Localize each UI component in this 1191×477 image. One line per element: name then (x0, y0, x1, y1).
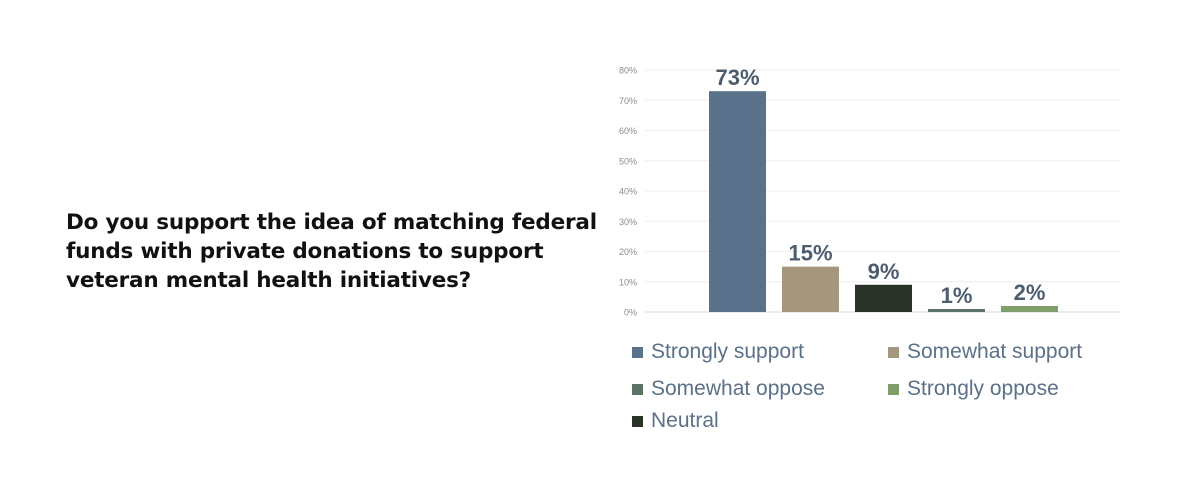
data-label: 9% (868, 259, 900, 284)
y-tick-label: 30% (619, 217, 637, 227)
legend-label: Neutral (651, 409, 719, 432)
legend-label: Strongly oppose (907, 377, 1059, 400)
legend-item-somewhat-support: Somewhat support (888, 340, 1082, 364)
survey-question: Do you support the idea of matching fede… (66, 210, 597, 293)
y-tick-label: 20% (619, 247, 637, 257)
y-tick-label: 50% (619, 156, 637, 166)
bar (928, 308, 985, 312)
legend-swatch (888, 346, 899, 358)
legend-item-strongly-oppose: Strongly oppose (888, 377, 1059, 401)
legend-swatch (632, 415, 643, 427)
legend-item-somewhat-oppose: Somewhat oppose (632, 377, 825, 401)
legend-label: Somewhat oppose (651, 377, 825, 400)
y-tick-label: 70% (619, 96, 637, 106)
data-label: 1% (941, 283, 973, 308)
legend-swatch (632, 346, 643, 358)
data-label: 73% (715, 65, 759, 90)
data-label: 15% (788, 241, 832, 266)
bar (709, 91, 766, 312)
y-tick-label: 0% (624, 308, 637, 318)
legend-label: Somewhat support (907, 340, 1083, 363)
bar (782, 266, 839, 312)
legend-swatch (888, 383, 899, 395)
legend-item-strongly-support: Strongly support (632, 340, 804, 364)
bar (855, 284, 912, 312)
y-tick-label: 60% (619, 126, 637, 136)
bar (1001, 305, 1058, 312)
legend-swatch (632, 383, 643, 395)
y-tick-label: 80% (619, 66, 637, 76)
y-tick-label: 10% (619, 277, 637, 287)
legend-item-neutral: Neutral (632, 409, 719, 433)
data-label: 2% (1014, 280, 1046, 305)
y-tick-label: 40% (619, 187, 637, 197)
legend-label: Strongly support (651, 340, 804, 363)
